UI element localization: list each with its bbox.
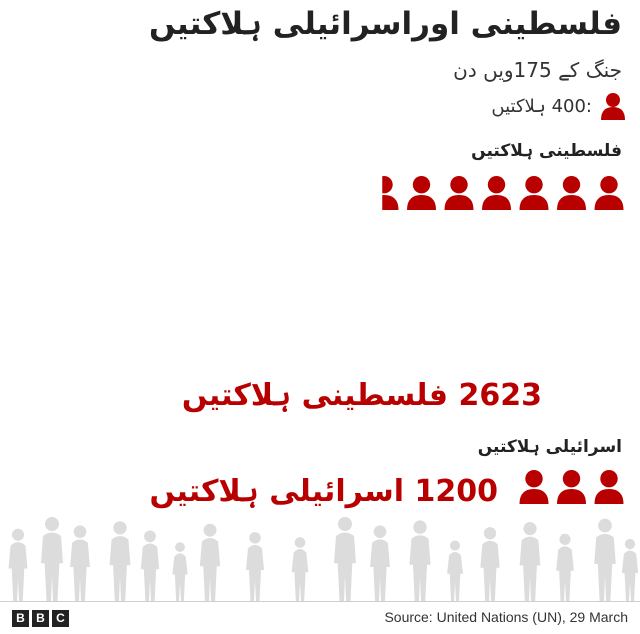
crowd-silhouette-figure: [519, 522, 541, 601]
crowd-silhouette-figure: [199, 523, 221, 601]
bbc-logo: B B C: [12, 610, 69, 627]
palestinian-person-icon: [519, 176, 549, 210]
crowd-silhouette-figure: [447, 540, 463, 601]
israeli-person-icon: [594, 470, 624, 504]
crowd-silhouette-figure: [370, 525, 390, 601]
crowd-silhouette-figure: [172, 542, 188, 601]
palestinian-person-icon: [557, 176, 586, 210]
palestinian-person-icon: [407, 176, 436, 210]
crowd-silhouette-figure: [594, 518, 616, 601]
person-icon: [601, 93, 625, 120]
bbc-logo-letter: C: [52, 610, 69, 627]
source-credit: Source: United Nations (UN), 29 March: [384, 609, 628, 625]
crowd-silhouette-figure: [41, 517, 63, 601]
palestinian-heading: فلسطینی ہلاکتیں: [471, 141, 622, 161]
palestinian-person-icon: [594, 176, 624, 210]
crowd-silhouette-figure: [480, 527, 500, 601]
crowd-silhouette-figure: [621, 538, 639, 601]
footer: B B C Source: United Nations (UN), 29 Ma…: [0, 601, 640, 634]
bbc-logo-letter: B: [32, 610, 49, 627]
crowd-silhouette-figure: [556, 533, 574, 601]
crowd-silhouette-figure: [8, 528, 28, 601]
crowd-silhouette-figure: [334, 517, 356, 601]
israeli-heading: اسرائیلی ہلاکتیں: [477, 437, 622, 457]
legend: :400 ہلاکتیں: [491, 92, 626, 120]
israeli-person-icon: [557, 470, 586, 504]
palestinian-person-icon: [444, 176, 474, 210]
crowd-silhouette-figure: [70, 525, 90, 601]
chart-title: فلسطینی اوراسرائیلی ہلاکتیں: [149, 6, 622, 42]
palestinian-total-label: 2623 فلسطینی ہلاکتیں: [181, 378, 542, 413]
crowd-silhouette-figure: [409, 520, 431, 601]
crowd-silhouette-figure: [245, 532, 265, 601]
palestinian-partial-person-icon: [382, 176, 399, 210]
crowd-silhouette-figure: [109, 521, 131, 601]
bbc-logo-letter: B: [12, 610, 29, 627]
legend-label: :400 ہلاکتیں: [491, 95, 592, 117]
israeli-total-label: 1200 اسرائیلی ہلاکتیں: [149, 474, 498, 509]
crowd-silhouette-figure: [291, 537, 309, 601]
israeli-person-icon: [519, 470, 549, 504]
crowd-silhouette-figure: [140, 530, 160, 601]
chart-subtitle: جنگ کے 175ویں دن: [453, 58, 622, 82]
palestinian-person-icon: [482, 176, 511, 210]
